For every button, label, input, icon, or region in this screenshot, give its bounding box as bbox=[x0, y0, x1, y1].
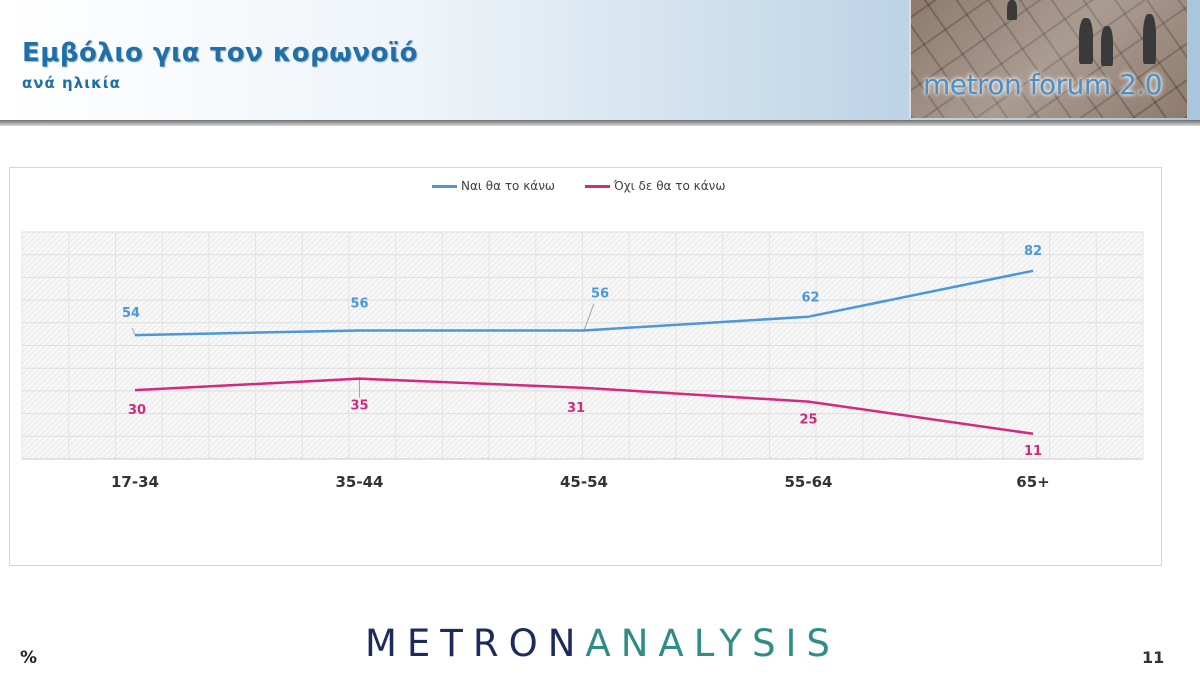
person-silhouette bbox=[1079, 18, 1093, 64]
data-label: 30 bbox=[128, 403, 146, 418]
series-lines bbox=[134, 269, 1034, 435]
chart-legend: Ναι θα το κάνω Όχι δε θα το κάνω bbox=[0, 179, 1200, 195]
person-silhouette bbox=[1101, 26, 1113, 66]
data-label: 31 bbox=[567, 401, 585, 416]
label-leader-line bbox=[583, 303, 595, 331]
label-leader-line bbox=[131, 327, 136, 336]
person-silhouette bbox=[1143, 14, 1156, 64]
slide-title: Εμβόλιο για τον κορωνοϊό bbox=[22, 38, 418, 68]
x-axis-ticks: 17-34 35-44 45-54 55-64 65+ bbox=[111, 473, 1050, 491]
data-label: 56 bbox=[350, 296, 368, 311]
legend-item-yes: Ναι θα το κάνω bbox=[432, 179, 555, 193]
header-shadow bbox=[0, 120, 1200, 126]
series-line-no bbox=[134, 377, 1034, 435]
logo-text: metron forum 2.0 bbox=[923, 68, 1163, 101]
data-label: 62 bbox=[801, 291, 819, 306]
x-tick-label: 35-44 bbox=[336, 473, 384, 491]
legend-label-yes: Ναι θα το κάνω bbox=[461, 179, 555, 193]
slide-subtitle: ανά ηλικία bbox=[22, 74, 121, 92]
brand-analysis: ANALYSIS bbox=[585, 622, 840, 665]
series-line-yes bbox=[134, 269, 1034, 337]
metron-analysis-logo: METRONANALYSIS bbox=[365, 622, 840, 665]
x-tick-label: 55-64 bbox=[785, 473, 833, 491]
gridlines bbox=[21, 231, 1144, 460]
label-leader-lines bbox=[131, 303, 595, 398]
x-tick-label: 45-54 bbox=[560, 473, 608, 491]
data-label: 35 bbox=[350, 399, 368, 414]
legend-swatch-no bbox=[585, 184, 610, 188]
data-label: 56 bbox=[591, 286, 609, 301]
person-silhouette bbox=[1007, 0, 1017, 20]
legend-item-no: Όχι δε θα το κάνω bbox=[585, 179, 725, 193]
data-labels: 54 56 56 62 82 30 35 31 25 11 bbox=[122, 244, 1042, 459]
legend-label-no: Όχι δε θα το κάνω bbox=[614, 179, 726, 193]
data-label: 11 bbox=[1024, 444, 1042, 459]
data-label: 25 bbox=[799, 413, 817, 428]
metron-forum-logo: metron forum 2.0 bbox=[909, 0, 1187, 118]
x-tick-label: 65+ bbox=[1016, 473, 1049, 491]
unit-label: % bbox=[20, 648, 38, 668]
x-tick-label: 17-34 bbox=[111, 473, 159, 491]
data-label: 82 bbox=[1024, 244, 1042, 259]
page-number: 11 bbox=[1142, 648, 1165, 667]
brand-metron: METRON bbox=[365, 622, 586, 665]
data-label: 54 bbox=[122, 306, 140, 321]
legend-swatch-yes bbox=[432, 184, 457, 188]
